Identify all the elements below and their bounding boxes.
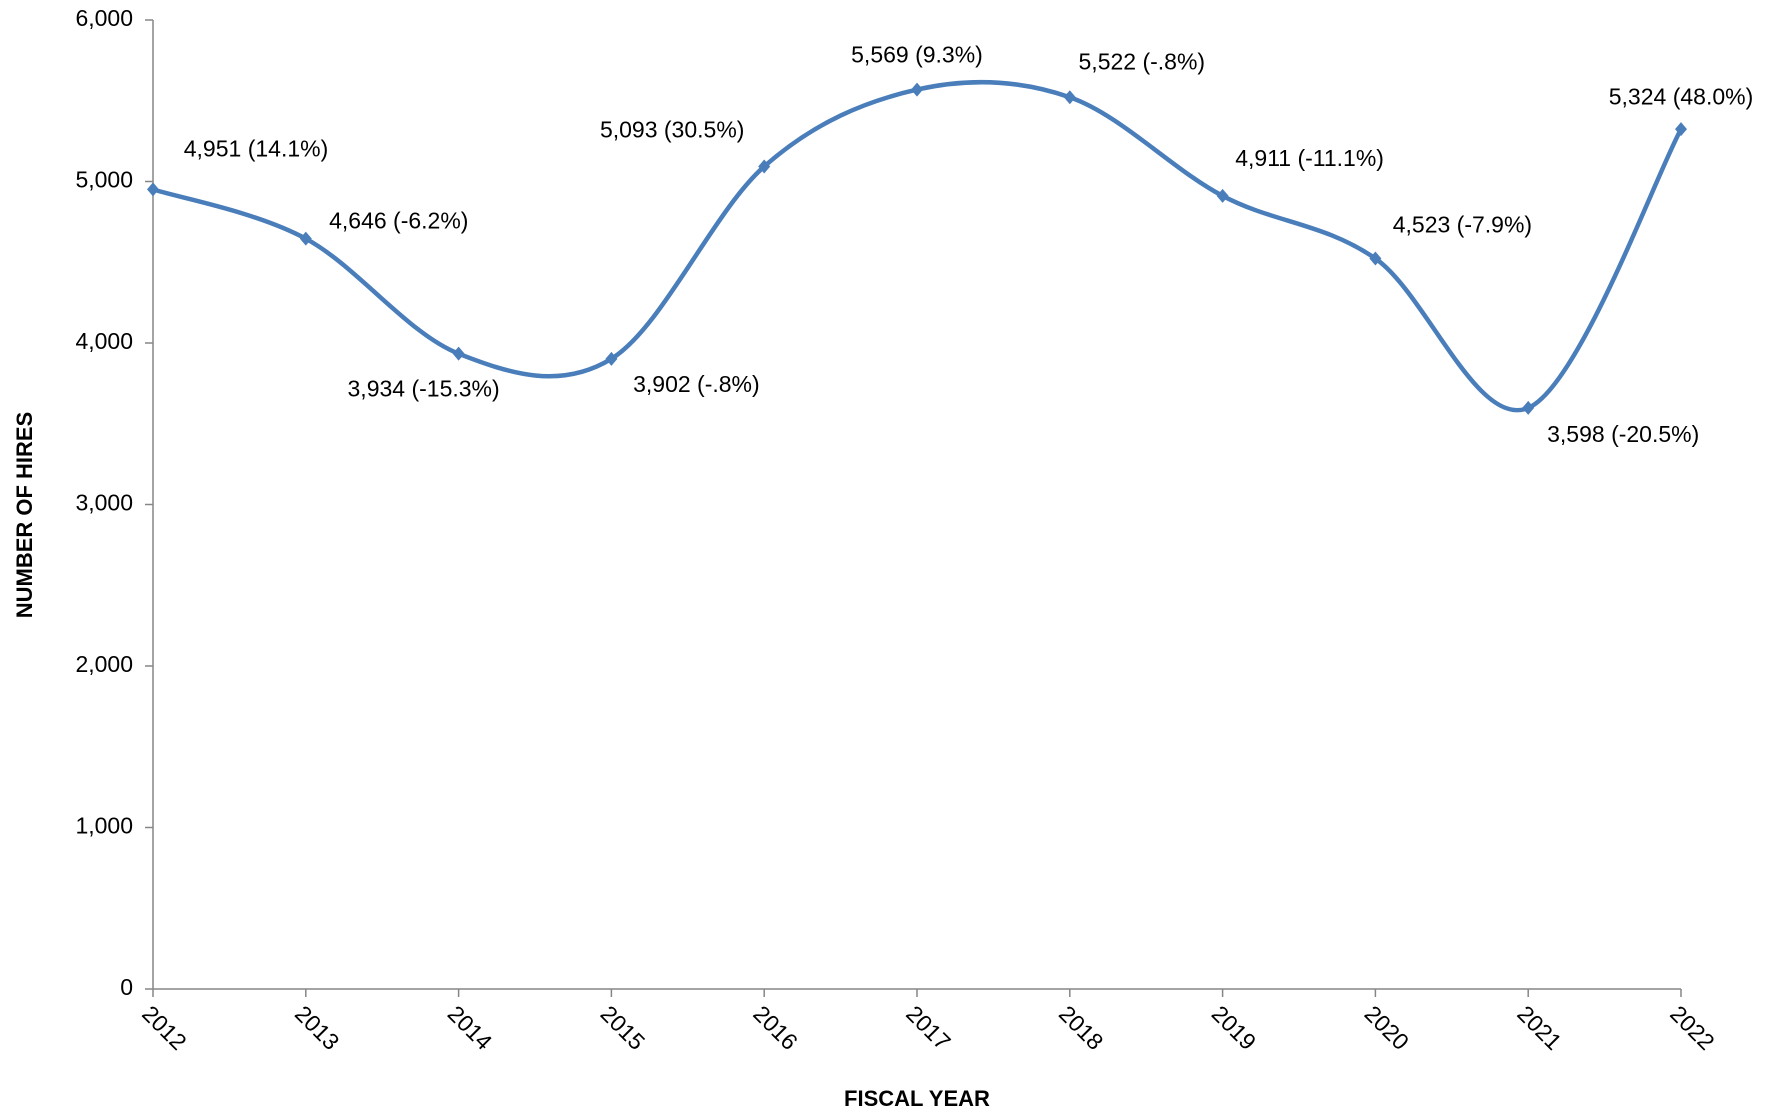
data-point (758, 159, 771, 174)
data-label: 5,093 (30.5%) (600, 117, 744, 143)
y-tick-label: 1,000 (75, 813, 133, 839)
x-tick-label: 2014 (443, 1000, 498, 1055)
data-point (1216, 188, 1229, 203)
x-tick-label: 2021 (1512, 1000, 1567, 1055)
data-label: 3,934 (-15.3%) (348, 376, 500, 402)
data-label: 4,646 (-6.2%) (329, 208, 468, 234)
x-tick-label: 2019 (1207, 1000, 1262, 1055)
x-tick-label: 2022 (1665, 1000, 1720, 1055)
data-label: 5,522 (-.8%) (1079, 48, 1206, 74)
data-label: 3,598 (-20.5%) (1547, 421, 1699, 447)
series-line (152, 79, 1683, 413)
y-tick-label: 4,000 (75, 328, 133, 354)
data-point (911, 82, 923, 97)
data-point (1522, 400, 1535, 415)
data-point (605, 351, 618, 366)
data-point (299, 231, 312, 246)
x-tick-label: 2020 (1360, 1000, 1415, 1055)
data-label: 4,951 (14.1%) (184, 135, 328, 161)
y-tick-label: 6,000 (75, 5, 133, 31)
data-label: 5,569 (9.3%) (851, 42, 983, 68)
data-label: 3,902 (-.8%) (633, 371, 760, 397)
x-tick-label: 2017 (901, 1000, 956, 1055)
y-axis-title: NUMBER OF HIRES (12, 412, 37, 619)
data-point (1369, 251, 1382, 266)
data-label: 4,523 (-7.9%) (1393, 212, 1532, 238)
x-tick-label: 2015 (596, 1000, 651, 1055)
y-tick-label: 0 (120, 974, 133, 1000)
data-point (1063, 90, 1076, 105)
data-point (1675, 122, 1687, 137)
x-tick-label: 2018 (1054, 1000, 1109, 1055)
y-tick-label: 5,000 (75, 167, 133, 193)
x-tick-label: 2013 (290, 1000, 345, 1055)
data-label: 5,324 (48.0%) (1609, 83, 1753, 109)
y-tick-label: 3,000 (75, 490, 133, 516)
y-tick-label: 2,000 (75, 651, 133, 677)
data-label: 4,911 (-11.1%) (1235, 145, 1384, 171)
data-point (452, 346, 465, 361)
x-tick-label: 2016 (748, 1000, 803, 1055)
x-axis-title: FISCAL YEAR (844, 1086, 990, 1111)
x-tick-label: 2012 (137, 1000, 192, 1055)
data-point (147, 182, 159, 197)
